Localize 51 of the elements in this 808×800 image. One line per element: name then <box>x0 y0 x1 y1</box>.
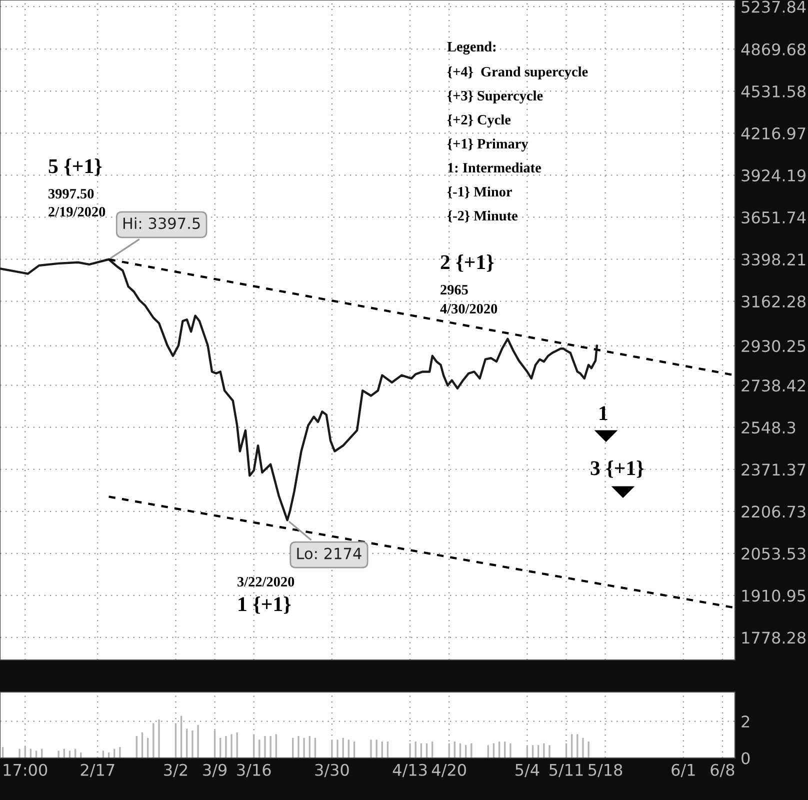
y-tick-label: 3398.21 <box>742 253 806 266</box>
x-tick-label: 6/8 <box>710 764 734 778</box>
y-tick-label: 1778.28 <box>742 632 806 644</box>
annotation: 3997.50 <box>48 188 94 199</box>
annotation: 2/19/2020 <box>48 206 106 217</box>
x-tick-label: 3/16 <box>237 764 271 778</box>
y-tick-label: 4216.97 <box>741 127 806 140</box>
y-tick-label: 5237.84 <box>742 0 806 13</box>
annotation: Legend: <box>447 41 496 55</box>
x-tick-label: 3/9 <box>203 764 227 778</box>
y-tick-label: 2 <box>742 716 750 728</box>
annotation: {+3} Supercycle <box>447 90 543 104</box>
x-tick-label: 5/11 <box>550 764 583 778</box>
x-tick-label: 2/17 <box>80 764 114 778</box>
annotation: Hi: 3397.5 <box>123 217 200 230</box>
x-tick-label: 6/1 <box>672 764 695 778</box>
y-tick-label: 2371.37 <box>742 464 806 476</box>
y-tick-label: 1910.95 <box>742 590 806 602</box>
x-tick-label: 3/30 <box>315 764 349 778</box>
x-tick-label: 5/4 <box>516 764 540 778</box>
annotation: Lo: 2174 <box>297 548 362 560</box>
annotation: {+1} Primary <box>447 138 528 152</box>
x-tick-label: 4/20 <box>432 764 466 778</box>
annotation: {-2} Minute <box>447 210 518 222</box>
annotation: 3 {+1} <box>590 460 644 478</box>
annotation: 2 {+1} <box>440 254 494 272</box>
y-tick-label: 2053.53 <box>742 548 806 560</box>
y-tick-label: 0 <box>742 752 750 764</box>
annotation: 4/30/2020 <box>440 304 498 314</box>
y-tick-label: 2738.42 <box>742 380 806 392</box>
annotation: 1 {+1} <box>238 596 291 614</box>
annotation: 1: Intermediate <box>448 162 541 173</box>
x-tick-label: 17:00 <box>4 764 48 776</box>
y-tick-label: 4869.68 <box>741 43 806 56</box>
x-tick-label: 3/2 <box>164 764 187 778</box>
annotation: {+2} Cycle <box>447 114 511 128</box>
y-tick-label: 2206.73 <box>742 506 806 518</box>
x-tick-label: 4/13 <box>392 764 427 778</box>
annotation: 1 <box>600 406 608 420</box>
y-tick-label: 2930.25 <box>742 340 806 352</box>
y-tick-label: 3924.19 <box>742 169 806 182</box>
annotation: {+4} Grand supercycle <box>447 66 588 80</box>
annotation: 2965 <box>440 285 468 295</box>
y-tick-label: 4531.58 <box>741 85 806 98</box>
annotation: 5 {+1} <box>48 158 102 176</box>
x-tick-label: 5/18 <box>588 764 622 778</box>
annotation: {-1} Minor <box>447 186 512 198</box>
annotation: 3/22/2020 <box>238 576 294 587</box>
y-tick-label: 3651.74 <box>742 211 806 224</box>
y-tick-label: 2548.3 <box>742 422 796 434</box>
y-tick-label: 3162.28 <box>742 295 806 308</box>
